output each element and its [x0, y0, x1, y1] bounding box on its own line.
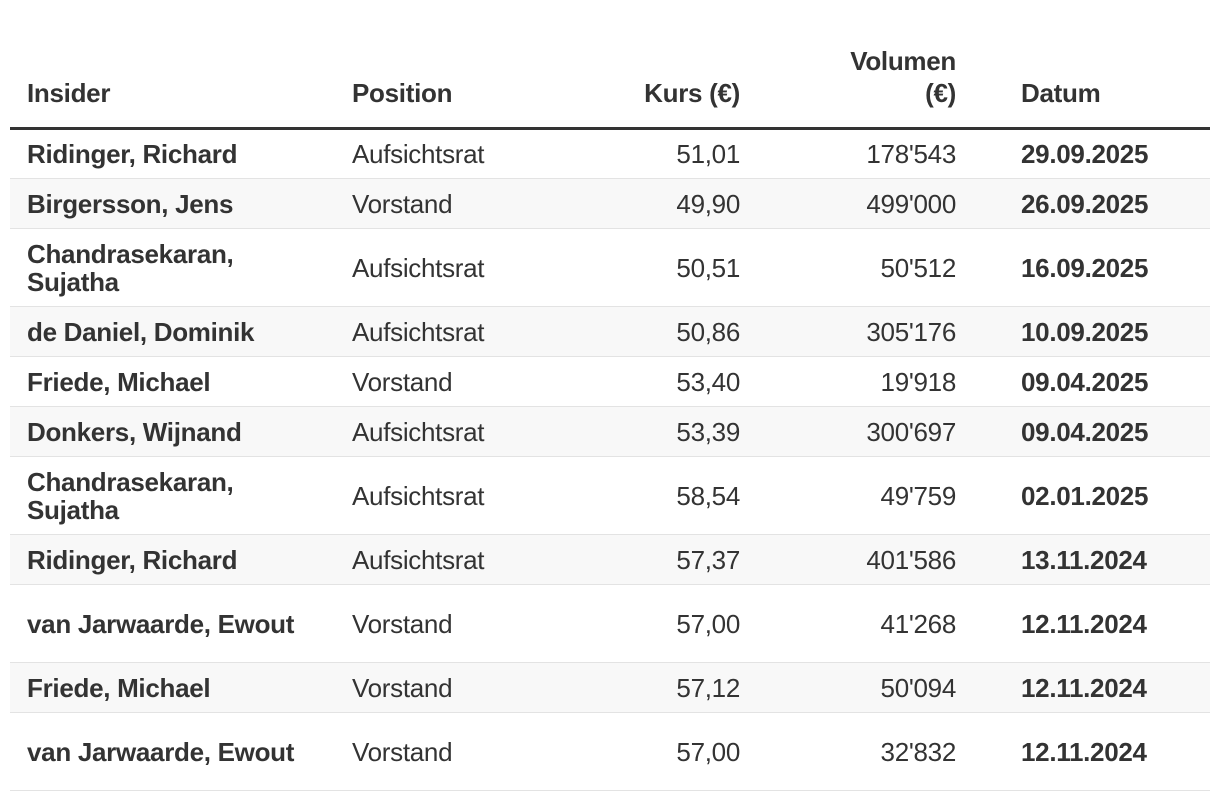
table-row: Chandrasekaran, Sujatha Aufsichtsrat 58,54… [10, 456, 1210, 535]
kurs-cell: 53,39 [560, 406, 757, 457]
table-row: Friede, Michael Vorstand 53,40 19'918 09.04.… [10, 356, 1210, 407]
datum-cell: 13.11.2024 [973, 534, 1210, 585]
table-row: Friede, Michael Vorstand 57,12 50'094 12.11.… [10, 662, 1210, 713]
insider-transactions-table: Insider Position Kurs (€) Volumen (€) Da… [10, 0, 1210, 791]
table-row: Donkers, Wijnand Aufsichtsrat 53,39 300'697… [10, 406, 1210, 457]
volumen-cell: 50'094 [757, 662, 973, 713]
position-cell: Vorstand [335, 178, 560, 229]
insider-cell: van Jarwaarde, Ewout [10, 584, 335, 663]
header-volumen: Volumen (€) [757, 0, 973, 130]
position-cell: Aufsichtsrat [335, 534, 560, 585]
table-row: Ridinger, Richard Aufsichtsrat 51,01 178'54… [10, 128, 1210, 179]
kurs-cell: 51,01 [560, 128, 757, 179]
volumen-cell: 19'918 [757, 356, 973, 407]
datum-cell: 10.09.2025 [973, 306, 1210, 357]
insider-cell: Ridinger, Richard [10, 534, 335, 585]
kurs-cell: 57,12 [560, 662, 757, 713]
volumen-cell: 305'176 [757, 306, 973, 357]
table-row: de Daniel, Dominik Aufsichtsrat 50,86 305'1… [10, 306, 1210, 357]
datum-cell: 12.11.2024 [973, 584, 1210, 663]
volumen-cell: 41'268 [757, 584, 973, 663]
kurs-cell: 57,37 [560, 534, 757, 585]
header-kurs: Kurs (€) [560, 0, 757, 130]
datum-cell: 29.09.2025 [973, 128, 1210, 179]
volumen-cell: 401'586 [757, 534, 973, 585]
kurs-cell: 57,00 [560, 584, 757, 663]
insider-cell: Birgersson, Jens [10, 178, 335, 229]
header-row: Insider Position Kurs (€) Volumen (€) Da… [10, 0, 1210, 130]
kurs-cell: 53,40 [560, 356, 757, 407]
volumen-cell: 178'543 [757, 128, 973, 179]
position-cell: Aufsichtsrat [335, 128, 560, 179]
position-cell: Aufsichtsrat [335, 456, 560, 535]
table-row: van Jarwaarde, Ewout Vorstand 57,00 32'832 1… [10, 712, 1210, 791]
table-row: Birgersson, Jens Vorstand 49,90 499'000 26.0… [10, 178, 1210, 229]
header-position: Position [335, 0, 560, 130]
position-cell: Aufsichtsrat [335, 306, 560, 357]
position-cell: Vorstand [335, 712, 560, 791]
insider-cell: Donkers, Wijnand [10, 406, 335, 457]
header-datum: Datum [973, 0, 1210, 130]
insider-cell: de Daniel, Dominik [10, 306, 335, 357]
datum-cell: 09.04.2025 [973, 356, 1210, 407]
kurs-cell: 58,54 [560, 456, 757, 535]
datum-cell: 12.11.2024 [973, 712, 1210, 791]
volumen-cell: 300'697 [757, 406, 973, 457]
position-cell: Vorstand [335, 584, 560, 663]
position-cell: Aufsichtsrat [335, 406, 560, 457]
kurs-cell: 49,90 [560, 178, 757, 229]
kurs-cell: 50,86 [560, 306, 757, 357]
position-cell: Vorstand [335, 356, 560, 407]
datum-cell: 16.09.2025 [973, 228, 1210, 307]
datum-cell: 12.11.2024 [973, 662, 1210, 713]
kurs-cell: 50,51 [560, 228, 757, 307]
insider-cell: Chandrasekaran, Sujatha [10, 228, 335, 307]
insider-cell: Friede, Michael [10, 356, 335, 407]
table-row: Ridinger, Richard Aufsichtsrat 57,37 401'58… [10, 534, 1210, 585]
insider-cell: van Jarwaarde, Ewout [10, 712, 335, 791]
volumen-cell: 32'832 [757, 712, 973, 791]
volumen-cell: 49'759 [757, 456, 973, 535]
datum-cell: 26.09.2025 [973, 178, 1210, 229]
insider-cell: Ridinger, Richard [10, 128, 335, 179]
datum-cell: 02.01.2025 [973, 456, 1210, 535]
kurs-cell: 57,00 [560, 712, 757, 791]
position-cell: Vorstand [335, 662, 560, 713]
datum-cell: 09.04.2025 [973, 406, 1210, 457]
volumen-cell: 50'512 [757, 228, 973, 307]
volumen-cell: 499'000 [757, 178, 973, 229]
insider-cell: Chandrasekaran, Sujatha [10, 456, 335, 535]
header-insider: Insider [10, 0, 335, 130]
position-cell: Aufsichtsrat [335, 228, 560, 307]
insider-cell: Friede, Michael [10, 662, 335, 713]
table-row: Chandrasekaran, Sujatha Aufsichtsrat 50,51… [10, 228, 1210, 307]
table-row: van Jarwaarde, Ewout Vorstand 57,00 41'268 1… [10, 584, 1210, 663]
